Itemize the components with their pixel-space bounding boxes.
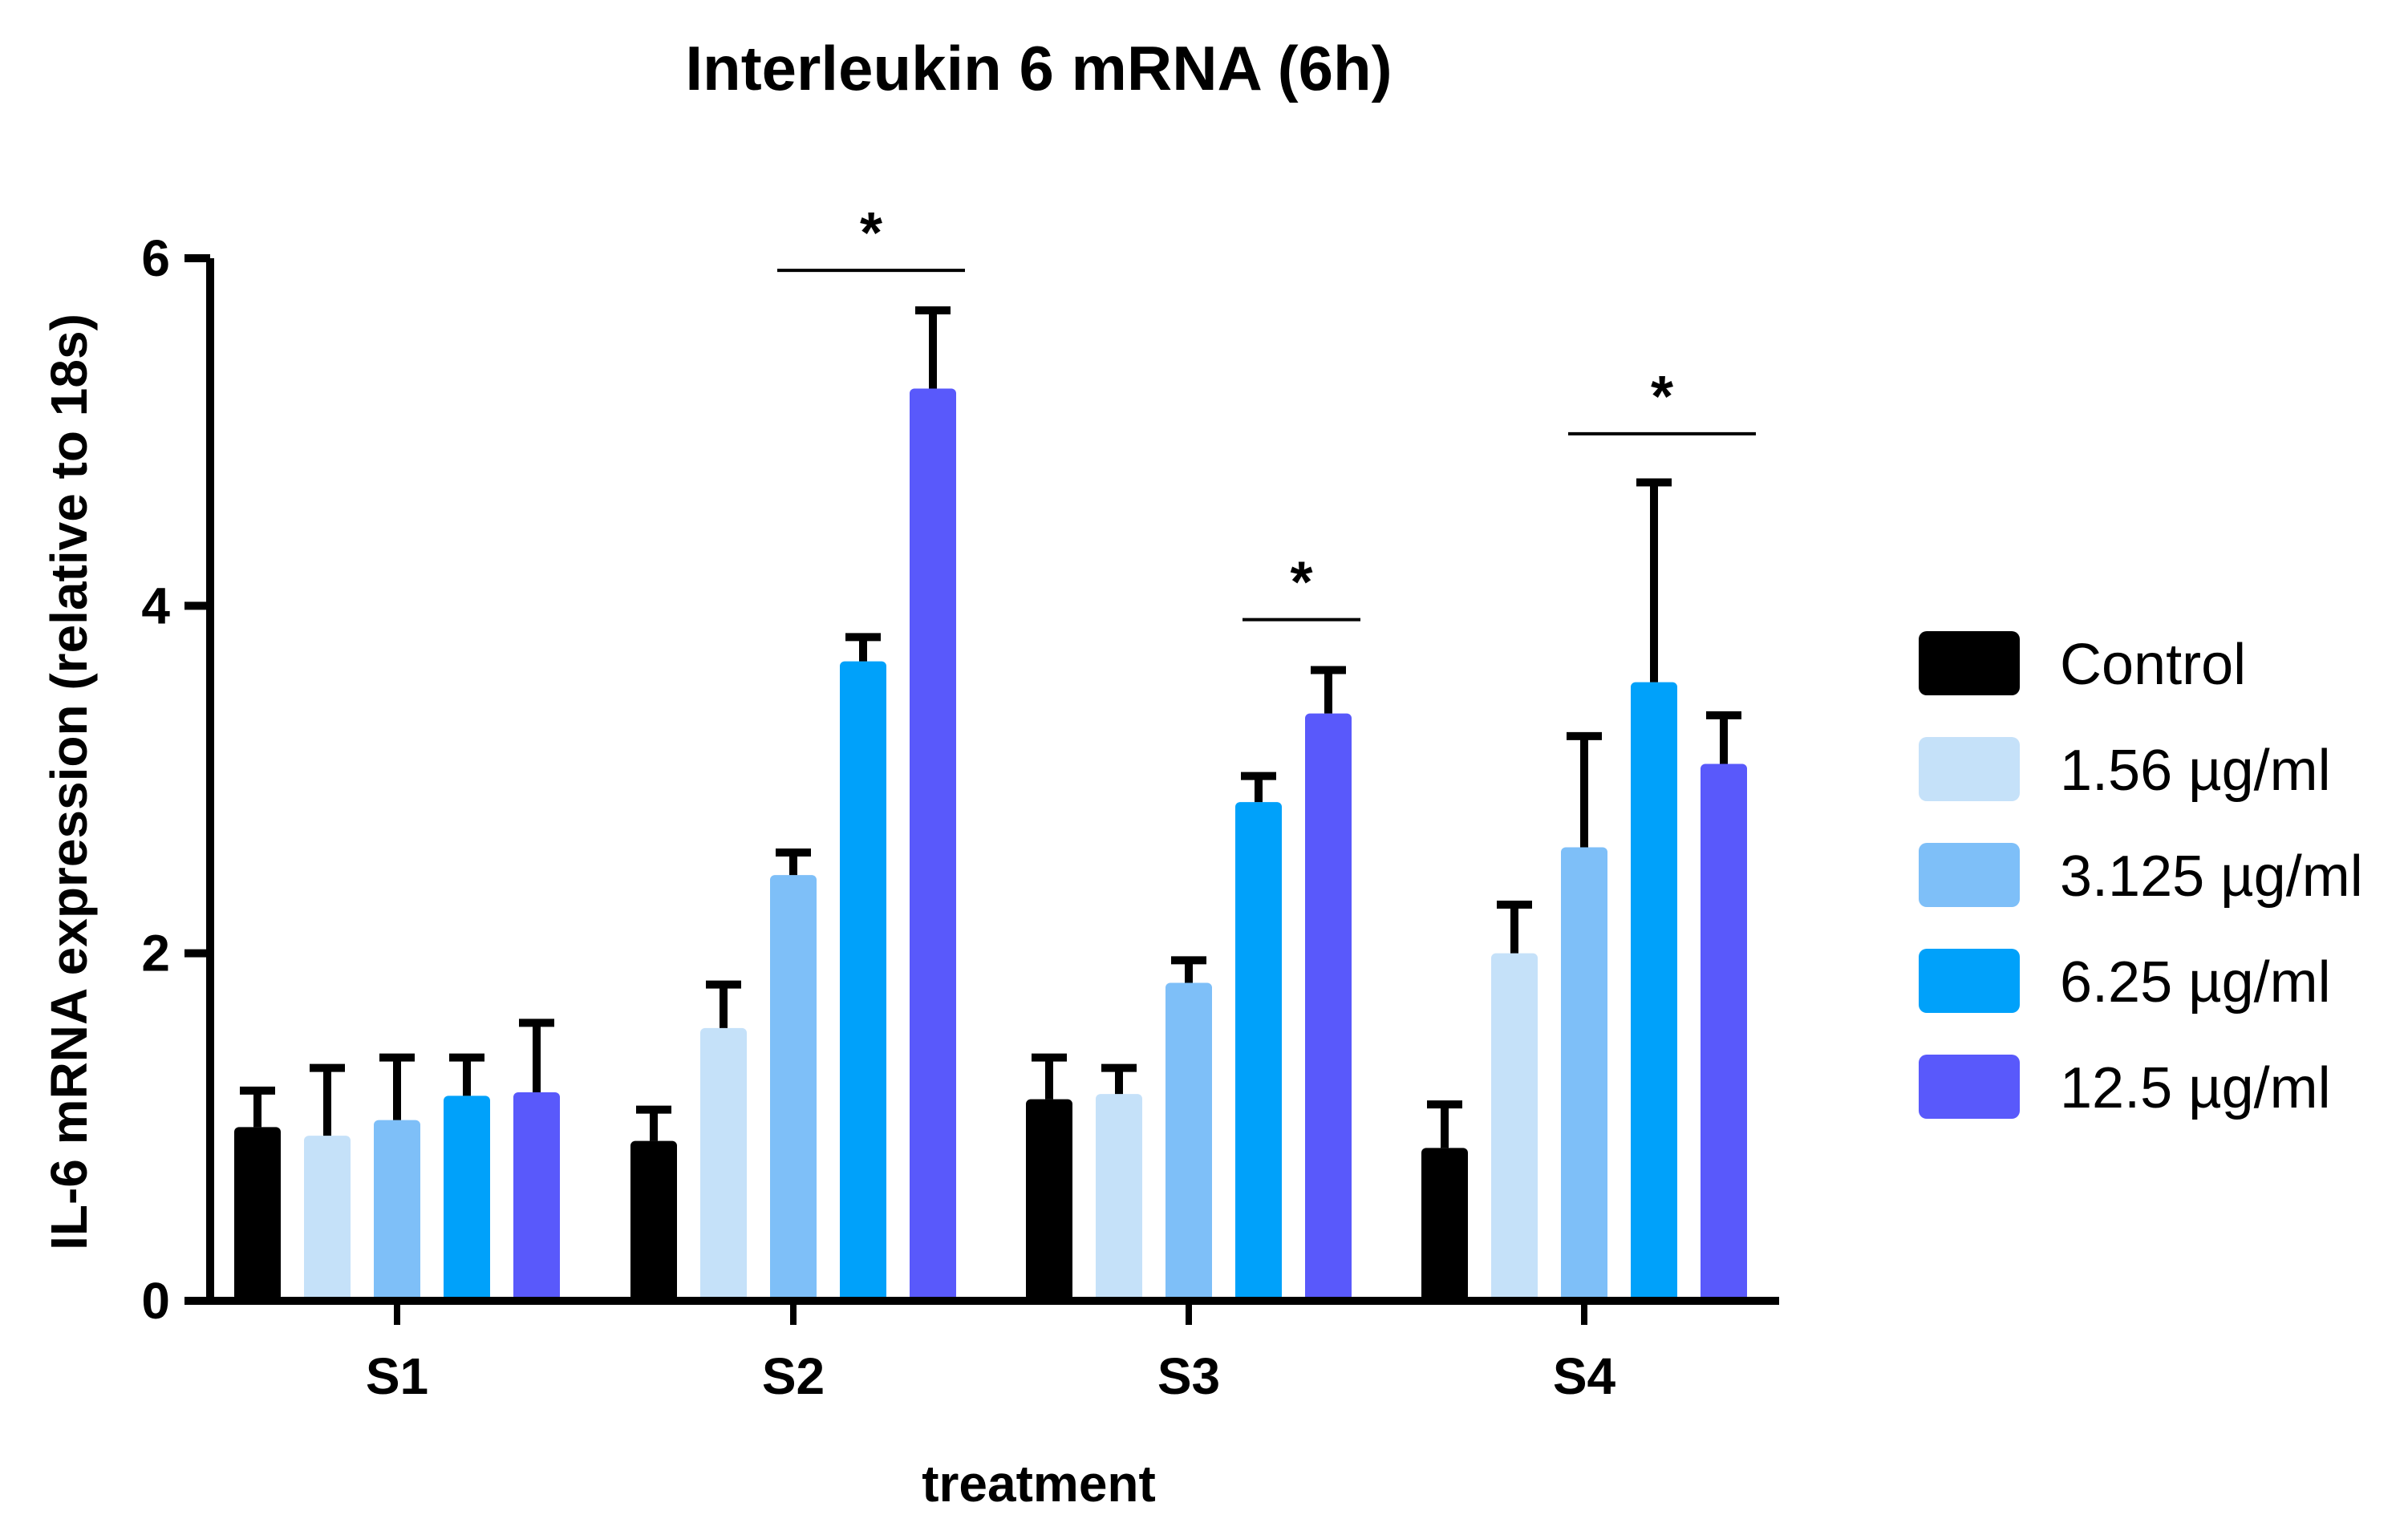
y-axis-title: IL-6 mRNA expression (relative to 18s): [40, 314, 98, 1250]
x-categories: S1 S2 S3 S4: [366, 1301, 1616, 1405]
bar-s4-series-0: [1421, 1148, 1468, 1301]
y-tick-label-6: 6: [141, 229, 170, 287]
x-tick-label-s4: S4: [1553, 1347, 1616, 1405]
significance-layer: * * *: [777, 201, 1756, 622]
x-tick-label-s3: S3: [1157, 1347, 1220, 1405]
y-tick-label-2: 2: [141, 925, 170, 982]
bar-s2-series-4: [910, 388, 956, 1301]
legend-swatch-2: [1919, 843, 2020, 907]
bar-s4-series-2: [1561, 847, 1607, 1301]
bar-s4-series-1: [1491, 953, 1538, 1301]
legend-swatch-1: [1919, 737, 2020, 801]
bar-s2-series-2: [770, 875, 817, 1301]
bar-s4-series-3: [1631, 682, 1677, 1301]
y-tick-label-4: 4: [141, 577, 170, 634]
bar-s2-series-3: [840, 661, 886, 1301]
bar-s3-series-2: [1165, 982, 1212, 1301]
legend: Control 1.56 µg/ml 3.125 µg/ml 6.25 µg/ml 12…: [1919, 631, 2363, 1120]
significance-star-s4: *: [1651, 365, 1673, 429]
bar-s4-series-4: [1701, 763, 1747, 1301]
bar-s3-series-0: [1026, 1099, 1072, 1301]
legend-swatch-0: [1919, 631, 2020, 695]
legend-label-2: 3.125 µg/ml: [2060, 844, 2363, 909]
bar-s1-series-0: [234, 1127, 281, 1301]
bar-s1-series-1: [304, 1136, 351, 1301]
significance-star-s3: *: [1290, 551, 1312, 615]
error-bars-layer: [240, 306, 1741, 1148]
y-ticks: 0 2 4 6: [141, 229, 210, 1330]
legend-label-1: 1.56 µg/ml: [2060, 739, 2331, 803]
legend-swatch-3: [1919, 949, 2020, 1013]
bar-s1-series-4: [513, 1092, 560, 1301]
bar-s1-series-3: [444, 1096, 490, 1301]
significance-star-s2: *: [860, 201, 882, 265]
bar-s2-series-0: [630, 1140, 677, 1301]
bar-s3-series-1: [1096, 1094, 1142, 1301]
bar-s1-series-2: [374, 1120, 420, 1301]
x-tick-label-s2: S2: [762, 1347, 825, 1405]
chart-title: Interleukin 6 mRNA (6h): [685, 33, 1392, 103]
x-tick-label-s1: S1: [366, 1347, 428, 1405]
x-axis-title: treatment: [922, 1455, 1156, 1513]
bar-s3-series-4: [1305, 713, 1352, 1301]
bar-s2-series-1: [700, 1027, 747, 1301]
bar-s3-series-3: [1235, 802, 1282, 1301]
legend-label-0: Control: [2060, 633, 2246, 697]
legend-swatch-4: [1919, 1055, 2020, 1119]
legend-label-3: 6.25 µg/ml: [2060, 950, 2331, 1015]
y-tick-label-0: 0: [141, 1272, 170, 1330]
legend-label-4: 12.5 µg/ml: [2060, 1056, 2331, 1120]
bars-layer: [234, 388, 1747, 1301]
